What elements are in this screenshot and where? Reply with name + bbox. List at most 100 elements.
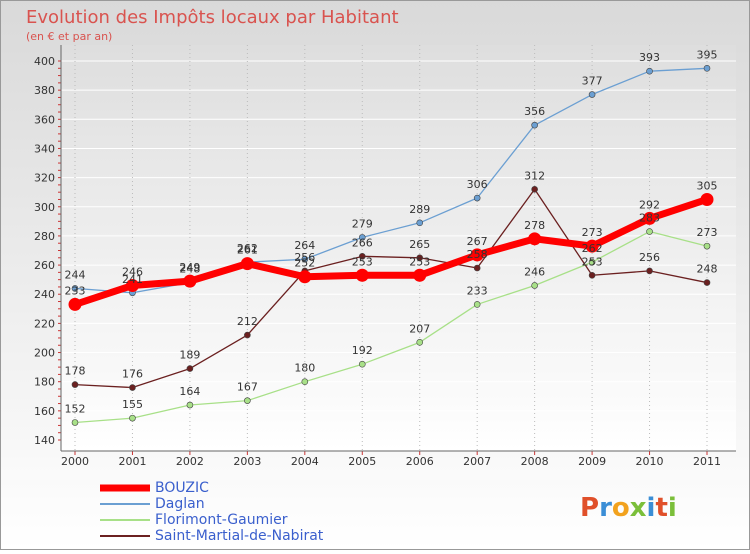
x-tick-label: 2010 — [636, 455, 664, 468]
data-point — [416, 254, 424, 262]
data-label: 241 — [122, 273, 143, 286]
data-label: 273 — [582, 226, 603, 239]
data-point — [358, 234, 366, 241]
data-label: 261 — [237, 244, 258, 257]
data-label: 246 — [524, 265, 545, 278]
data-label: 253 — [352, 255, 373, 268]
x-tick-label: 2007 — [463, 455, 491, 468]
y-tick-label: 180 — [34, 376, 55, 389]
data-point — [71, 419, 79, 426]
y-tick-label: 280 — [34, 230, 55, 243]
data-point — [473, 301, 481, 308]
legend: BOUZICDaglanFlorimont-GaumierSaint-Marti… — [100, 480, 324, 544]
series-line-bouzic — [73, 196, 709, 308]
x-tick-label: 2000 — [61, 455, 89, 468]
x-tick-label: 2006 — [406, 455, 434, 468]
y-tick-label: 360 — [34, 113, 55, 126]
data-label: 312 — [524, 169, 545, 182]
logo-letter: t — [655, 493, 667, 523]
x-tick-label: 2008 — [521, 455, 549, 468]
data-label: 395 — [697, 48, 718, 61]
logo-letter: P — [580, 493, 599, 523]
logo-letter: o — [612, 493, 630, 523]
y-tick-label: 300 — [34, 201, 55, 214]
data-point — [240, 257, 254, 271]
logo-letter: x — [630, 493, 647, 523]
data-point — [531, 282, 538, 289]
data-point — [71, 381, 79, 388]
y-tick-label: 200 — [34, 347, 55, 360]
data-point — [244, 331, 251, 339]
data-point — [186, 365, 194, 372]
data-label: 292 — [639, 198, 660, 211]
data-label: 207 — [409, 322, 430, 335]
data-point — [473, 264, 481, 272]
data-label: 278 — [524, 219, 545, 232]
y-tick-label: 140 — [34, 434, 55, 447]
data-point — [528, 232, 542, 246]
data-label: 267 — [467, 235, 488, 248]
data-label: 252 — [294, 257, 315, 270]
logo-letter: i — [668, 493, 677, 523]
data-point — [646, 267, 653, 275]
data-point — [186, 401, 194, 409]
series-line-saint-martial-de-nabirat — [74, 188, 708, 389]
data-point — [68, 297, 82, 311]
data-label: 377 — [582, 75, 603, 88]
legend-label: BOUZIC — [155, 480, 209, 496]
data-label: 249 — [179, 261, 200, 274]
y-tick-label: 320 — [34, 172, 55, 185]
data-label: 273 — [697, 226, 718, 239]
x-tick-label: 2009 — [578, 455, 606, 468]
data-point — [473, 194, 481, 202]
data-point — [470, 248, 484, 262]
data-label: 248 — [179, 263, 200, 276]
data-label: 283 — [639, 212, 660, 225]
data-point — [588, 258, 596, 266]
data-point — [643, 211, 657, 225]
data-point — [700, 192, 714, 206]
data-point — [413, 268, 427, 282]
x-tick-label: 2011 — [693, 455, 721, 468]
data-point — [129, 384, 136, 391]
data-point — [416, 339, 424, 346]
data-label: 246 — [122, 265, 143, 278]
data-label: 233 — [65, 284, 86, 297]
data-point — [703, 242, 711, 250]
data-label: 164 — [179, 385, 200, 398]
data-point — [298, 270, 312, 284]
data-label: 256 — [639, 251, 660, 264]
data-label: 265 — [409, 238, 430, 251]
x-tick-label: 2004 — [291, 455, 319, 468]
axes: 140 160 180 200 220 240 260 280 300 320 340 360 380 4… — [34, 45, 736, 468]
data-label: 178 — [65, 365, 86, 378]
y-tick-label: 380 — [34, 84, 55, 97]
data-point — [416, 219, 424, 227]
grid — [61, 45, 736, 451]
plot-area — [61, 45, 736, 451]
data-label: 305 — [697, 179, 718, 192]
data-point — [703, 64, 711, 72]
data-label: 258 — [467, 248, 488, 261]
y-tick-label: 240 — [34, 288, 55, 301]
data-point — [183, 274, 197, 288]
data-point — [129, 414, 136, 422]
data-point — [646, 67, 653, 75]
x-tick-label: 2001 — [118, 455, 146, 468]
data-label: 155 — [122, 398, 143, 411]
data-point — [244, 397, 251, 404]
data-label: 262 — [582, 242, 603, 255]
chart-title: Evolution des Impôts locaux par Habitant — [26, 7, 399, 28]
data-point — [588, 271, 596, 279]
series-lines — [68, 64, 714, 426]
data-label: 152 — [65, 403, 86, 416]
data-label: 244 — [65, 268, 86, 281]
data-point — [301, 255, 309, 263]
data-point — [585, 239, 599, 253]
data-point — [71, 285, 79, 292]
data-point — [646, 228, 653, 235]
legend-label: Daglan — [155, 496, 205, 512]
data-label: 393 — [639, 51, 660, 64]
